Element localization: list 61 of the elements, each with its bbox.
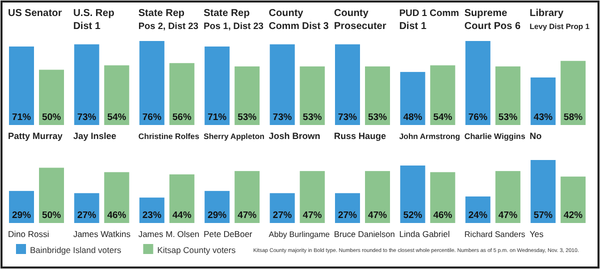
legend-label: Bainbridge Island voters [30,245,122,255]
x-axis-title: James M. Olsen [138,229,200,239]
chart-title: State Rep Pos 2, Dist 23 [138,8,198,31]
data-label: 50% [42,210,62,221]
data-label: 46% [433,210,453,221]
x-axis-title: Jay Inslee [73,131,116,141]
data-label: 56% [172,112,192,123]
x-axis-title: Josh Brown [268,131,320,141]
chart-title: PUD 1 Comm Dist 1 [399,8,460,32]
data-label: 29% [12,210,32,221]
data-label: 48% [403,112,423,123]
x-axis-title: James Watkins [73,229,131,239]
data-label: 53% [302,112,322,123]
data-label: 50% [42,112,62,123]
x-axis-title: Patty Murray [8,131,63,141]
chart-title: County Comm Dist 3 [268,8,330,32]
data-label: 24% [468,210,488,221]
x-axis-title: Abby Burlingame [268,230,330,239]
data-label: 76% [142,112,162,123]
data-label: 73% [338,112,358,123]
data-label: 73% [272,112,292,123]
data-label: 52% [403,210,423,221]
data-label: 27% [77,210,97,221]
data-label: 27% [272,210,292,221]
x-axis-title: Russ Hauge [334,131,386,141]
data-label: 58% [564,112,584,123]
x-axis-title: Linda Gabriel [399,229,450,239]
data-label: 46% [107,210,127,221]
x-axis-title: No [530,131,542,141]
data-label: 53% [238,112,258,123]
data-label: 47% [368,210,388,221]
data-label: 73% [77,112,97,123]
data-label: 23% [142,210,162,221]
x-axis-title: Bruce Danielson [334,229,396,239]
data-label: 47% [498,210,518,221]
data-label: 54% [433,112,453,123]
data-label: 57% [534,210,554,221]
x-axis-title: Yes [530,229,544,239]
data-label: 42% [564,210,584,221]
chart-title: U.S. Rep Dist 1 [73,8,114,32]
data-label: 76% [468,112,488,123]
chart-title: State Rep Pos 1, Dist 23 [204,8,264,31]
data-label: 53% [498,112,518,123]
x-axis-title: Richard Sanders [464,230,526,239]
chart-title: US Senator [8,8,62,19]
x-axis-title: Charlie Wiggins [464,132,526,141]
legend-label: Kitsap County voters [157,245,236,255]
chart-title: Supreme Court Pos 6 [464,8,521,32]
data-label: 27% [338,210,358,221]
x-axis-title: Pete DeBoer [204,229,252,239]
data-label: 47% [302,210,322,221]
data-label: 44% [172,210,192,221]
x-axis-title: Dino Rossi [8,229,50,239]
chart-title: County Prosecuter [334,8,386,32]
data-label: 43% [534,112,554,123]
data-label: 54% [107,112,127,123]
data-label: 47% [238,210,258,221]
data-label: 71% [12,112,32,123]
data-label: 29% [208,210,228,221]
data-label: 71% [208,112,228,123]
data-label: 53% [368,112,388,123]
